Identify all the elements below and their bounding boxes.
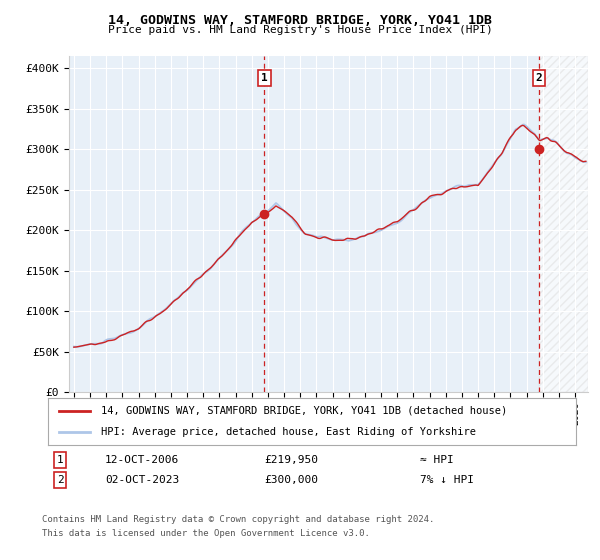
Text: Contains HM Land Registry data © Crown copyright and database right 2024.: Contains HM Land Registry data © Crown c…	[42, 515, 434, 524]
Text: 12-OCT-2006: 12-OCT-2006	[105, 455, 179, 465]
Text: ≈ HPI: ≈ HPI	[420, 455, 454, 465]
Bar	[539, 56, 588, 392]
Text: 14, GODWINS WAY, STAMFORD BRIDGE, YORK, YO41 1DB (detached house): 14, GODWINS WAY, STAMFORD BRIDGE, YORK, …	[101, 406, 507, 416]
Text: 14, GODWINS WAY, STAMFORD BRIDGE, YORK, YO41 1DB: 14, GODWINS WAY, STAMFORD BRIDGE, YORK, …	[108, 14, 492, 27]
Text: Price paid vs. HM Land Registry's House Price Index (HPI): Price paid vs. HM Land Registry's House …	[107, 25, 493, 35]
Text: 2: 2	[535, 73, 542, 83]
Text: £219,950: £219,950	[264, 455, 318, 465]
Text: HPI: Average price, detached house, East Riding of Yorkshire: HPI: Average price, detached house, East…	[101, 427, 476, 437]
Text: 02-OCT-2023: 02-OCT-2023	[105, 475, 179, 485]
Text: 1: 1	[261, 73, 268, 83]
Bar	[539, 56, 588, 392]
Text: 1: 1	[56, 455, 64, 465]
Text: 2: 2	[56, 475, 64, 485]
Text: 7% ↓ HPI: 7% ↓ HPI	[420, 475, 474, 485]
Text: £300,000: £300,000	[264, 475, 318, 485]
Text: This data is licensed under the Open Government Licence v3.0.: This data is licensed under the Open Gov…	[42, 529, 370, 538]
